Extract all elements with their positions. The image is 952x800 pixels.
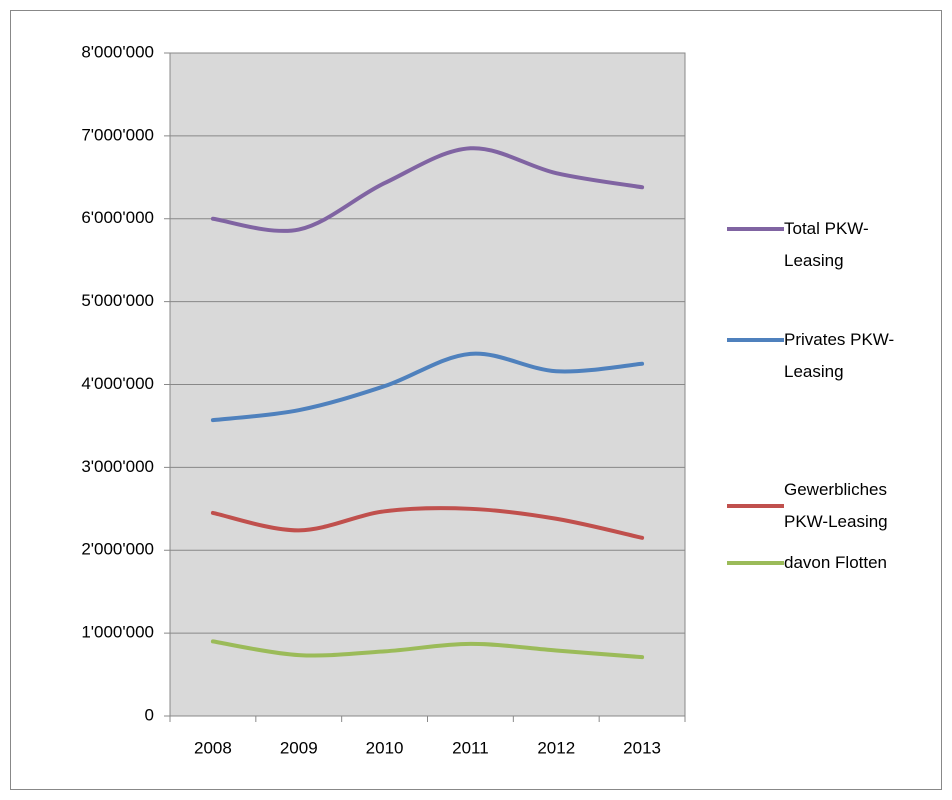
x-tick-label: 2008 [194,738,232,757]
x-tick-label: 2013 [623,738,661,757]
y-tick-label: 5'000'000 [81,291,154,310]
y-tick-label: 7'000'000 [81,125,154,144]
line-series [210,506,645,540]
y-tick-label: 6'000'000 [81,208,154,227]
legend-label: davon Flotten [784,553,888,572]
legend-label: Gewerbliches PKW-Leasing [784,480,888,531]
x-tick-label: 2011 [452,738,489,757]
x-tick-label: 2010 [366,738,404,757]
y-tick-label: 0 [145,705,154,724]
x-tick-label: 2012 [537,738,575,757]
line-series [210,639,645,660]
line-series [210,351,645,423]
x-tick-label: 2009 [280,738,318,757]
legend-label: Privates PKW-Leasing [784,330,895,381]
y-tick-label: 4'000'000 [81,374,154,393]
line-series [210,146,645,233]
legend-label: Total PKW-Leasing [784,219,869,270]
y-tick-label: 2'000'000 [81,540,154,559]
y-tick-label: 3'000'000 [81,457,154,476]
y-tick-label: 1'000'000 [81,623,154,642]
y-tick-label: 8'000'000 [81,42,154,61]
